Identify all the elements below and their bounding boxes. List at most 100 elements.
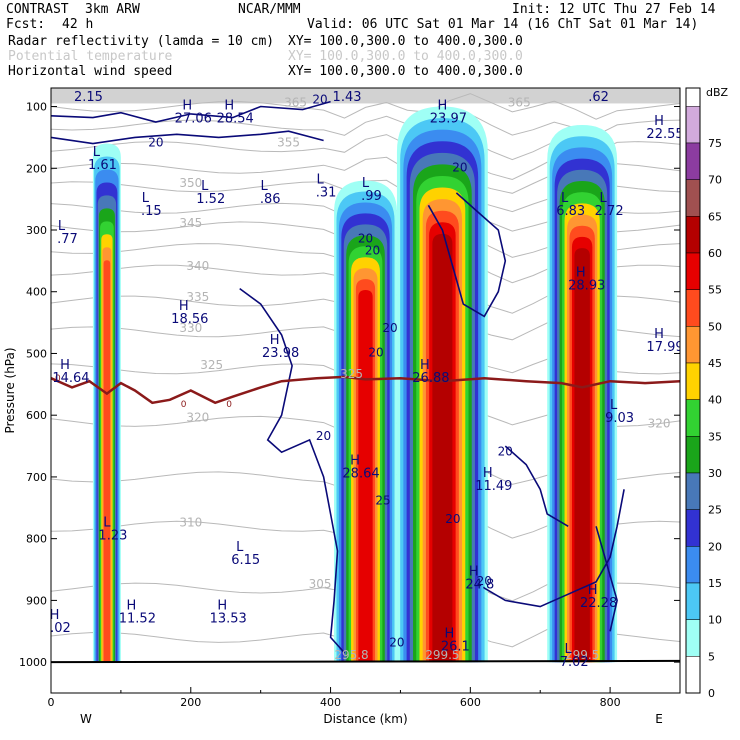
colorbar-level-label: 25 [708,504,722,517]
extremum-value: 2.15 [74,90,103,105]
extremum-value: 18.56 [171,312,208,327]
field-name-theta: Potential temperature [8,49,173,64]
extremum-value: .77 [57,232,78,247]
extremum-value: .99 [361,189,382,204]
wind-contour-line [595,526,618,632]
reflectivity-band [103,260,111,663]
colorbar-level-label: 45 [708,357,722,370]
init-time: Init: 12 UTC Thu 27 Feb 14 [512,2,716,17]
wind-extremum-marker: H23.97 [430,99,467,127]
wind-extremum-marker: H28.64 [342,454,379,482]
extremum-value: 6.15 [231,553,260,568]
extremum-value: 17.99 [646,340,683,355]
theta-contour-label: 345 [179,216,202,230]
extremum-type: H [469,565,479,580]
extremum-type: H [483,466,493,481]
model-name: CONTRAST [6,2,69,17]
x-tick-label: 600 [460,696,481,709]
wind-extremum-marker: L1.52 [196,179,225,207]
extremum-value: 28.54 [217,112,254,127]
wind-extremum-marker: L2.72 [595,191,624,219]
theta-contour-label: 355 [277,136,300,150]
y-tick-label: 600 [26,409,47,422]
west-label: W [80,712,92,726]
colorbar-unit: dBZ [706,86,729,99]
model-center: NCAR/MMM [238,2,301,17]
y-tick-label: 900 [26,594,47,607]
extremum-value: 2.72 [595,204,624,219]
theta-contour-label: 320 [648,417,671,431]
wind-extremum-marker: L1.23 [98,515,127,543]
extremum-value: 1.23 [98,528,127,543]
wind-contour-label: 20 [389,636,404,650]
theta-contour-line [51,93,680,120]
y-tick-label: 1000 [19,656,47,669]
wind-extremum-marker: L6.83 [556,191,585,219]
colorbar-swatch [685,619,701,657]
reflectivity-column [334,180,397,663]
extremum-type: H [437,99,447,114]
extremum-type: L [337,77,345,92]
colorbar-level-label: 60 [708,247,722,260]
plot-area: 0 0 0 0 365 365 355 350 345 340 335 330 325 325 320 320… [51,77,683,670]
extremum-type: L [561,191,569,206]
theta-contour-label: 295.8 [334,648,368,662]
colorbar-swatch [685,216,701,254]
wind-contour-line [483,489,625,608]
theta-contour-label: 305 [309,577,332,591]
theta-contour-label: 299.5 [565,648,599,662]
zero-line-label: 0 [55,374,61,384]
extremum-value: 23.97 [430,112,467,127]
colorbar-swatch [685,656,701,694]
colorbar-swatch [685,142,701,180]
colorbar-level-label: 20 [708,540,722,553]
extremum-value: 27.06 [175,112,212,127]
wind-contour-label: 20 [452,160,467,174]
extremum-type: L [261,179,269,194]
theta-contour-label: 330 [179,321,202,335]
valid-time: Valid: 06 UTC Sat 01 Mar 14 (16 ChT Sat … [307,17,699,32]
field-xy-theta: XY= 100.0,300.0 to 400.0,300.0 [288,49,523,64]
extremum-value: 1.61 [88,158,117,173]
extremum-value: 22.28 [580,596,617,611]
wind-contour-label: 20 [148,136,163,150]
wind-extremum-marker: H14.64 [52,358,89,386]
wind-extremum-marker: H23.98 [262,333,299,361]
colorbar-level-label: 55 [708,284,722,297]
wind-contour-line [504,445,569,527]
wind-extremum-marker: H11.49 [475,466,512,494]
extremum-type: H [224,99,234,114]
extremum-type: H [182,99,192,114]
extremum-type: L [316,173,324,188]
wind-extremum-marker: H17.99 [646,327,683,355]
wind-extremum-marker: H24.8 [465,565,494,593]
colorbar-swatch [685,362,701,400]
colorbar-level-label: 10 [708,614,722,627]
upper-theta-band [51,88,680,104]
colorbar-swatch [685,472,701,510]
wind-extremum-marker: H26.1 [441,626,470,654]
extremum-type: H [420,358,430,373]
colorbar-level-label: 75 [708,137,722,150]
wind-contour-label: 20 [316,429,331,443]
wind-contour-label: 20 [498,444,513,458]
extremum-value: 9.03 [605,411,634,426]
wind-contour-label: 20 [382,321,397,335]
zero-line-label: 0 [436,374,442,384]
theta-contour-label: 310 [179,515,202,529]
wind-extremum-marker: L.62 [588,88,609,105]
extremum-value: 13.53 [210,612,247,627]
colorbar-level-label: 65 [708,210,722,223]
wind-extremum-marker: H28.54 [217,99,254,127]
reflectivity-band [574,248,590,663]
colorbar-frame [685,87,701,694]
y-tick-label: 100 [26,101,47,114]
colorbar-swatch [685,106,701,144]
extremum-type: H [217,599,227,614]
extremum-value: 7.02 [560,655,589,670]
extremum-value: 26.88 [412,371,449,386]
wind-extremum-marker: H13.53 [210,599,247,627]
x-tick-label: 400 [320,696,341,709]
extremum-type: H [179,299,189,314]
field-xy-reflectivity: XY= 100.0,300.0 to 400.0,300.0 [288,34,523,49]
